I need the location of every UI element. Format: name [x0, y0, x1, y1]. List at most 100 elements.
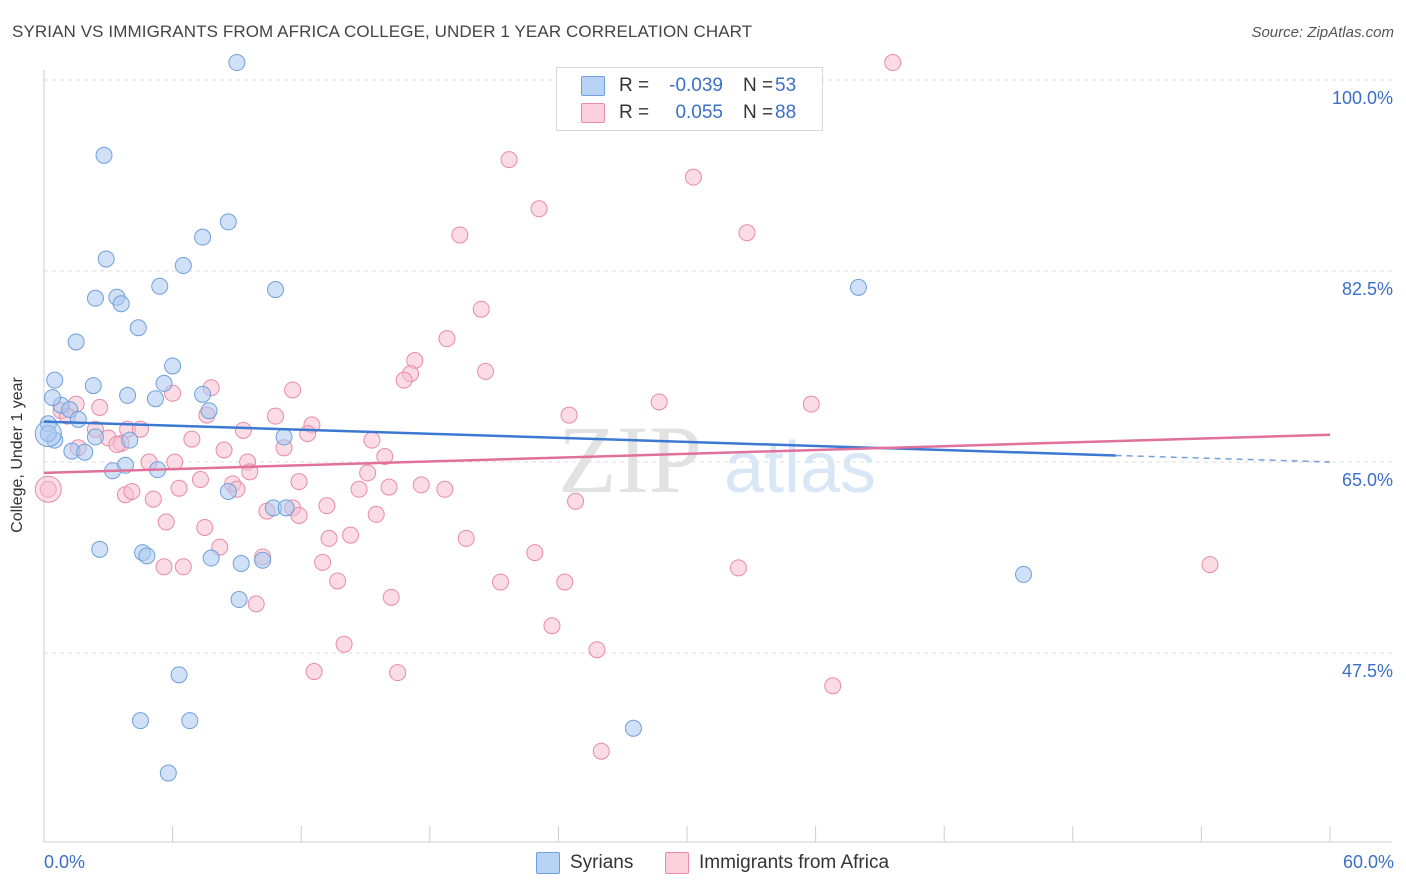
y-tick-label: 65.0% [1341, 470, 1393, 490]
africa-point [290, 473, 308, 491]
africa-point [526, 544, 544, 562]
watermark: ZIP atlas [558, 406, 876, 513]
africa-point [380, 478, 398, 496]
syrians-point [202, 549, 220, 567]
africa-point [395, 371, 413, 389]
africa-point [247, 595, 265, 613]
n-label: N = [743, 75, 774, 96]
africa-point [299, 425, 317, 443]
syrians-point [44, 389, 62, 407]
africa-point [363, 431, 381, 449]
syrians-point [219, 482, 237, 500]
n-value: 88 [775, 102, 797, 123]
africa-point [477, 362, 495, 380]
syrians-point [121, 431, 139, 449]
r-label: R = [619, 75, 650, 96]
syrians-point [624, 719, 642, 737]
watermark-atlas: atlas [724, 428, 876, 508]
africa-point [588, 641, 606, 659]
africa-point [234, 421, 252, 439]
syrians-point [84, 377, 102, 395]
africa-point [266, 407, 284, 425]
syrians-point [194, 385, 212, 403]
africa-point [350, 480, 368, 498]
r-value: -0.039 [669, 75, 723, 96]
syrians-point [138, 547, 156, 565]
syrians-point [164, 357, 182, 375]
syrians-point [39, 425, 57, 443]
africa-point [367, 505, 385, 523]
syrians-point [112, 295, 130, 313]
africa-point [215, 441, 233, 459]
syrians-point [254, 551, 272, 569]
syrians-point [194, 228, 212, 246]
africa-point [543, 617, 561, 635]
syrians-point [219, 213, 237, 231]
africa-point [389, 664, 407, 682]
africa-point [155, 558, 173, 576]
syrians-point [277, 499, 295, 517]
africa-point [376, 448, 394, 466]
africa-point [320, 529, 338, 547]
africa-point [457, 529, 475, 547]
africa-point [438, 330, 456, 348]
x-tick-min: 0.0% [44, 852, 86, 872]
africa-point [530, 200, 548, 218]
africa-point [329, 572, 347, 590]
syrians-point [86, 428, 104, 446]
syrians-point [69, 410, 87, 428]
legend-item-syrians[interactable]: Syrians [536, 852, 633, 874]
africa-point [472, 300, 490, 318]
syrians-point [67, 333, 85, 351]
syrians-trend-extension [1115, 454, 1331, 463]
legend-item-africa[interactable]: Immigrants from Africa [665, 852, 889, 874]
africa-trend-line [43, 433, 1331, 475]
africa-point [144, 490, 162, 508]
africa-point [412, 476, 430, 494]
syrians-point [76, 443, 94, 461]
syrians-point [159, 764, 177, 782]
y-tick-label: 82.5% [1341, 279, 1393, 299]
r-label: R = [619, 102, 650, 123]
syrians-point [275, 428, 293, 446]
africa-point [335, 635, 353, 653]
n-value: 53 [775, 75, 797, 96]
africa-point [341, 526, 359, 544]
syrians-point [232, 555, 250, 573]
africa-swatch [581, 103, 605, 123]
africa-point [451, 226, 469, 244]
syrians-trend-line [43, 420, 1116, 457]
n-label: N = [743, 102, 774, 123]
africa-point [191, 470, 209, 488]
africa-point [738, 224, 756, 242]
africa-point [560, 406, 578, 424]
syrians-point [200, 402, 218, 420]
syrians-point [97, 250, 115, 268]
africa-point [492, 573, 510, 591]
syrians-points [34, 54, 1033, 782]
syrians-point [230, 591, 248, 609]
axes [43, 70, 1392, 843]
africa-point [314, 553, 332, 571]
syrians-point [1015, 565, 1033, 583]
africa-point [318, 497, 336, 515]
africa-point [500, 151, 518, 169]
africa-point [284, 381, 302, 399]
source-label: Source: ZipAtlas.com [1251, 24, 1394, 41]
series-legend: Syrians Immigrants from Africa [0, 852, 1406, 878]
syrians-point [119, 386, 137, 404]
africa-point [183, 430, 201, 448]
africa-point [802, 395, 820, 413]
syrians-point [131, 712, 149, 730]
africa-point-large [34, 475, 62, 503]
africa-point [174, 558, 192, 576]
africa-point [729, 559, 747, 577]
syrians-swatch [536, 852, 560, 874]
africa-point [684, 168, 702, 186]
syrians-point [146, 390, 164, 408]
syrians-point [86, 289, 104, 307]
africa-point [123, 482, 141, 500]
africa-point [824, 677, 842, 695]
x-tick-max: 60.0% [1342, 852, 1394, 872]
